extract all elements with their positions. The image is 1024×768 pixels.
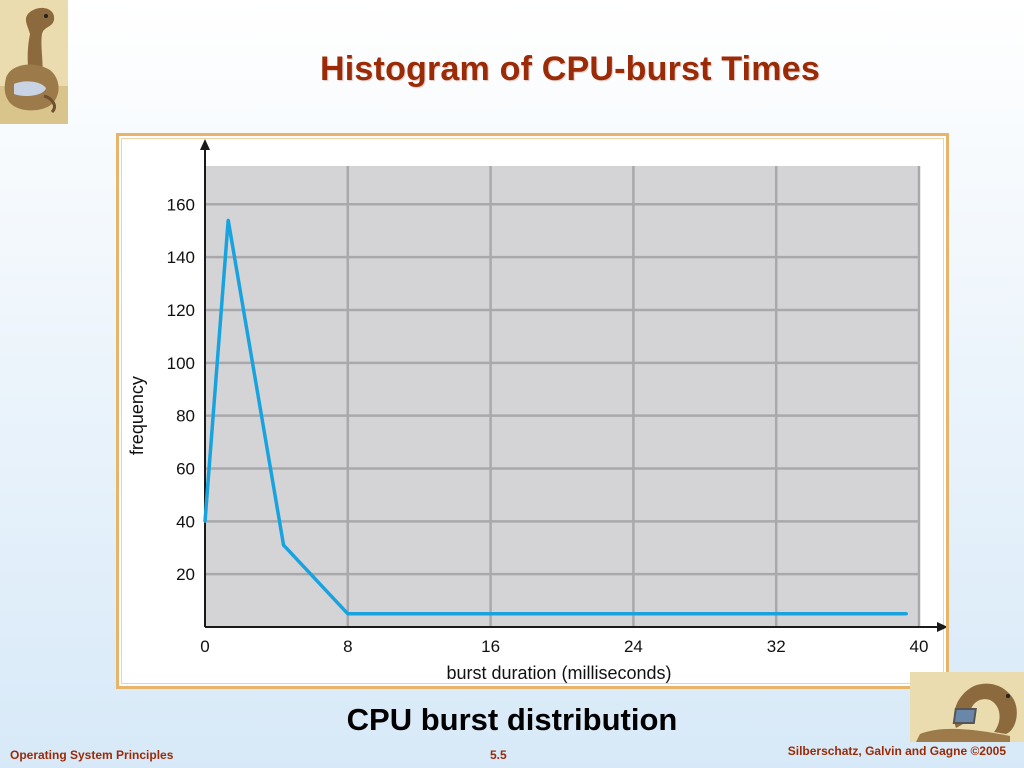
footer-course-title: Operating System Principles bbox=[10, 748, 174, 762]
plot-background bbox=[205, 166, 919, 627]
dinosaur-logo-icon bbox=[0, 0, 68, 124]
chart-frame-inner bbox=[121, 138, 944, 684]
x-tick-label: 0 bbox=[200, 637, 209, 656]
dinosaur-laptop-logo-icon bbox=[910, 672, 1024, 742]
data-point bbox=[346, 612, 350, 616]
y-tick-label: 140 bbox=[167, 248, 195, 267]
chart-frame: 20 40 60 80 100 120 140 160 0 8 16 24 32 40 burst dura… bbox=[116, 133, 949, 689]
y-axis-label: frequency bbox=[127, 376, 147, 455]
y-axis-arrow bbox=[200, 139, 210, 150]
cpu-burst-chart: 20 40 60 80 100 120 140 160 0 8 16 24 32 40 burst dura… bbox=[127, 139, 946, 683]
y-tick-label: 100 bbox=[167, 354, 195, 373]
data-point bbox=[282, 543, 286, 547]
x-tick-label: 40 bbox=[910, 637, 929, 656]
x-tick-label: 24 bbox=[624, 637, 643, 656]
x-tick-label: 32 bbox=[767, 637, 786, 656]
x-axis-arrow bbox=[937, 622, 946, 632]
y-tick-label: 160 bbox=[167, 195, 195, 214]
y-tick-label: 60 bbox=[176, 459, 195, 478]
data-point bbox=[226, 218, 230, 222]
chart-caption: CPU burst distribution bbox=[346, 702, 678, 737]
data-point bbox=[203, 519, 207, 523]
slide-title: Histogram of CPU-burst Times bbox=[320, 50, 820, 88]
x-tick-label: 16 bbox=[481, 637, 500, 656]
footer-copyright: Silberschatz, Galvin and Gagne ©2005 bbox=[787, 744, 1006, 758]
y-tick-label: 80 bbox=[176, 407, 195, 426]
y-tick-label: 40 bbox=[176, 512, 195, 531]
y-tick-label: 20 bbox=[176, 565, 195, 584]
footer-page-number: 5.5 bbox=[490, 748, 507, 762]
y-tick-label: 120 bbox=[167, 301, 195, 320]
data-point bbox=[905, 612, 909, 616]
x-axis-label: burst duration (milliseconds) bbox=[446, 663, 671, 683]
x-tick-label: 8 bbox=[343, 637, 352, 656]
